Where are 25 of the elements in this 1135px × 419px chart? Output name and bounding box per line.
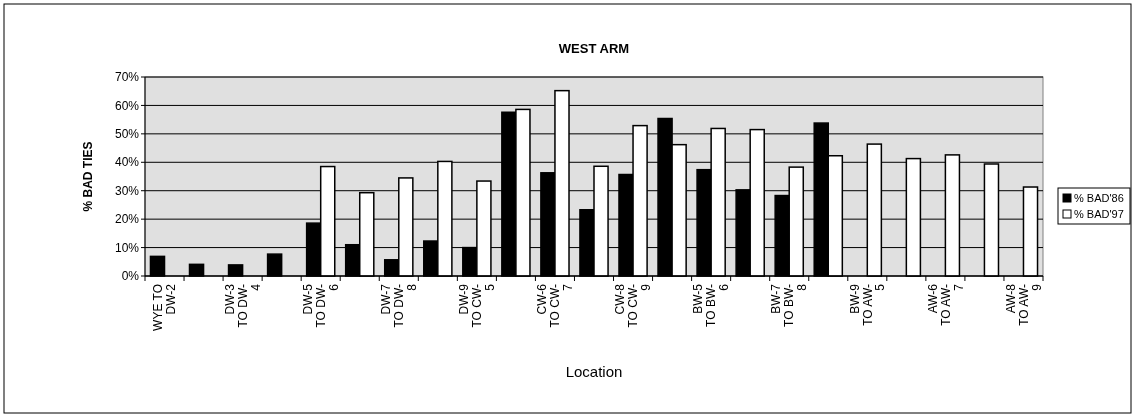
legend-label: % BAD'86	[1074, 191, 1124, 204]
x-tick-label: AW-6 TO AW-7	[925, 283, 966, 326]
y-tick-label: 20%	[114, 212, 140, 227]
x-tick-label: DW-3 TO DW-4	[222, 283, 263, 328]
y-tick-label: 10%	[114, 240, 140, 255]
y-tick-label: 60%	[114, 98, 140, 113]
y-axis-title: % BAD TIES	[81, 141, 95, 212]
x-tick-label: CW-6 TO CW-7	[535, 283, 576, 328]
x-tick-label: CW-8 TO CW-9	[613, 283, 654, 328]
x-tick-label: BW-9 TO AW-5	[847, 283, 888, 326]
y-tick-label: 70%	[114, 70, 140, 85]
legend-label: % BAD'97	[1074, 207, 1124, 220]
x-tick-label: DW-5 TO DW-6	[300, 283, 341, 328]
y-tick-label: 0%	[121, 269, 140, 284]
x-tick-label: WYE TO DW-2	[151, 283, 179, 331]
y-tick-label: 30%	[114, 183, 140, 198]
x-tick-label: DW-7 TO DW-8	[378, 283, 419, 328]
x-tick-label: BW-7 TO BW-8	[769, 283, 810, 327]
y-tick-label: 50%	[114, 127, 140, 142]
y-tick-label: 40%	[114, 155, 140, 170]
x-axis-title: Location	[565, 363, 623, 380]
x-tick-label: DW-9 TO CW-5	[457, 283, 498, 328]
chart-title: WEST ARM	[558, 41, 630, 56]
x-tick-label: BW-5 TO BW-6	[691, 283, 732, 327]
x-tick-label: AW-8 TO AW-9	[1003, 283, 1044, 326]
